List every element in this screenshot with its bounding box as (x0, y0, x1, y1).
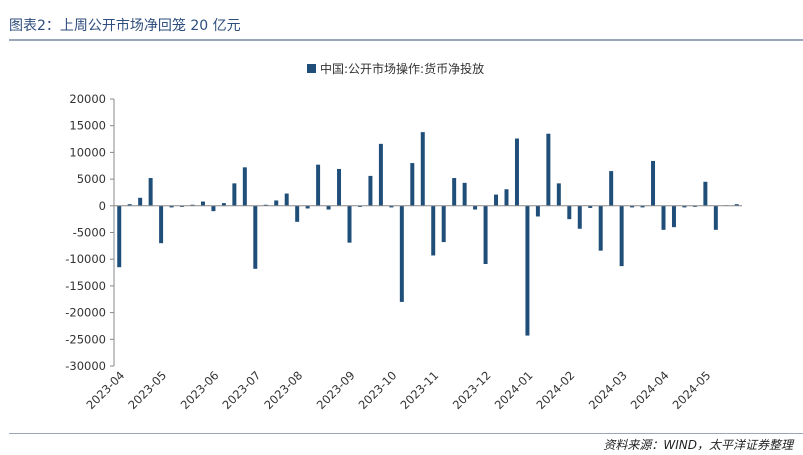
x-tick-label: 2024-04 (628, 368, 672, 412)
bar (410, 163, 415, 206)
bar (200, 201, 205, 206)
bar (148, 178, 153, 206)
bar (190, 204, 195, 206)
y-tick-label: 0 (99, 199, 106, 213)
bar (734, 204, 739, 206)
y-tick-label: -10000 (65, 252, 106, 266)
bar (274, 200, 279, 206)
bar (682, 205, 687, 208)
x-tick-label: 2024-02 (534, 368, 578, 412)
bar (347, 205, 352, 243)
bar (441, 205, 446, 243)
bar (535, 205, 540, 217)
bar (295, 205, 300, 222)
bar (253, 205, 258, 269)
bar (692, 205, 697, 207)
bar (169, 205, 174, 208)
y-tick-label: -15000 (65, 279, 106, 293)
bar (127, 204, 132, 206)
bar (263, 204, 268, 206)
bar (221, 203, 226, 206)
bar (619, 205, 624, 267)
bar (630, 205, 635, 208)
bar (242, 167, 247, 206)
figure-title: 图表2：上周公开市场净回笼 20 亿元 (9, 18, 241, 34)
x-tick-label: 2023-06 (178, 368, 222, 412)
bar (305, 205, 310, 209)
bar (232, 183, 237, 206)
bar (598, 205, 603, 251)
x-tick-label: 2023-11 (397, 368, 441, 412)
bar (117, 205, 122, 268)
bar (577, 205, 582, 229)
bar-chart: 中国:公开市场操作:货币净投放 20000 15000 10000 5000 0 -500… (65, 61, 742, 412)
bar (462, 182, 467, 206)
bar (567, 205, 572, 220)
bar (357, 205, 362, 207)
legend: 中国:公开市场操作:货币净投放 (307, 61, 484, 76)
bars (117, 132, 739, 336)
x-tick-label: 2023-10 (356, 368, 400, 412)
bar (326, 205, 331, 210)
bar (284, 193, 289, 206)
bottom-rule (9, 433, 803, 434)
bar (703, 181, 708, 206)
bar (609, 171, 614, 206)
bar (525, 205, 530, 336)
bar (588, 205, 593, 208)
bar (431, 205, 436, 256)
x-tick-label: 2023-08 (261, 368, 305, 412)
bar (651, 160, 656, 206)
bar (420, 132, 425, 206)
bar (504, 189, 509, 206)
y-tick-label: 15000 (69, 119, 106, 133)
y-tick-label: 20000 (69, 92, 106, 106)
bar (713, 205, 718, 230)
top-rule (9, 39, 803, 41)
y-tick-label: -30000 (65, 359, 106, 373)
bar (316, 164, 321, 206)
bar (389, 205, 394, 208)
bar (494, 194, 499, 206)
x-tick-label: 2023-09 (314, 368, 358, 412)
y-tick-label: -20000 (65, 306, 106, 320)
y-tick-label: -5000 (73, 226, 106, 240)
bar (399, 205, 404, 302)
bar (368, 175, 373, 206)
bar (337, 168, 342, 206)
x-tick-label: 2024-05 (670, 368, 714, 412)
x-tick-label: 2024-03 (586, 368, 630, 412)
source-note: 资料来源：WIND，太平洋证券整理 (603, 438, 793, 452)
x-tick-label: 2023-05 (125, 368, 169, 412)
bar (556, 183, 561, 206)
bar (640, 205, 645, 208)
bar (452, 178, 457, 206)
y-tick-label: 10000 (69, 145, 106, 159)
x-tick-label: 2023-12 (450, 368, 494, 412)
bar (159, 205, 164, 244)
bar (514, 138, 519, 206)
bar (671, 205, 676, 228)
legend-label: 中国:公开市场操作:货币净投放 (320, 61, 484, 76)
bar (211, 205, 216, 212)
x-tick-label: 2023-07 (220, 368, 264, 412)
y-axis: 20000 15000 10000 5000 0 -5000 -10000 -15000 -20… (65, 92, 115, 373)
bar (661, 205, 666, 230)
bar (546, 133, 551, 206)
y-tick-label: 5000 (77, 172, 106, 186)
bar (473, 205, 478, 210)
bar (138, 197, 143, 206)
x-tick-label: 2023-04 (83, 368, 127, 412)
bar (483, 205, 488, 265)
x-tick-label: 2024-01 (492, 368, 536, 412)
bar (180, 205, 185, 207)
bar (378, 143, 383, 206)
y-tick-label: -25000 (65, 332, 106, 346)
legend-swatch (307, 64, 316, 73)
